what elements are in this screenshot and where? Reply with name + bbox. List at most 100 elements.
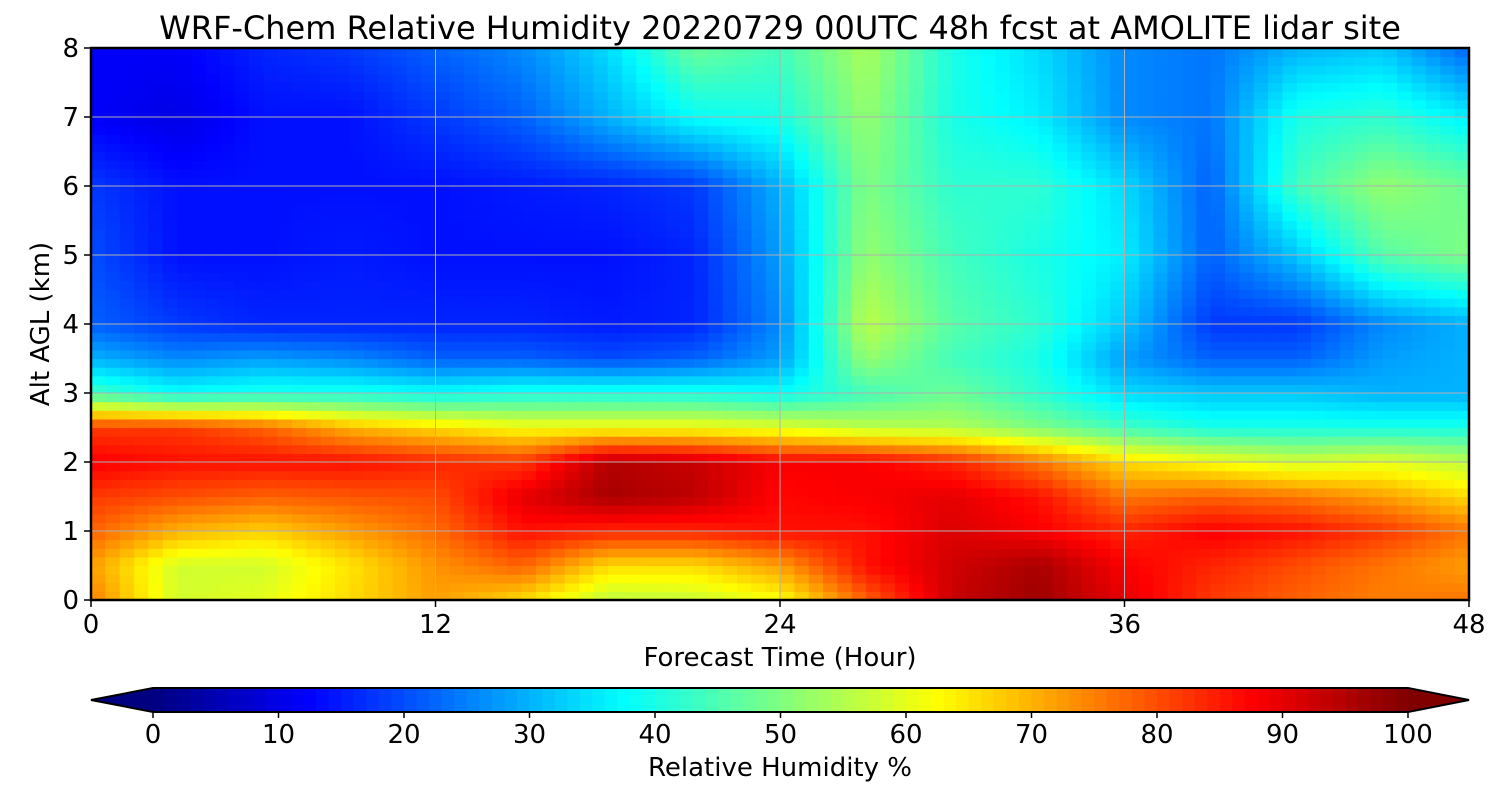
rh-cell bbox=[765, 591, 781, 600]
rh-cell bbox=[679, 444, 695, 454]
rh-cell bbox=[808, 462, 824, 472]
rh-cell bbox=[507, 315, 523, 325]
rh-cell bbox=[1296, 280, 1312, 291]
rh-cell bbox=[650, 479, 666, 489]
rh-cell bbox=[1210, 349, 1226, 360]
rh-cell bbox=[579, 358, 594, 368]
rh-cell bbox=[392, 263, 408, 273]
rh-cell bbox=[966, 591, 982, 600]
rh-cell bbox=[808, 306, 824, 316]
rh-cell bbox=[363, 531, 379, 541]
rh-cell bbox=[507, 401, 523, 411]
rh-cell bbox=[1454, 177, 1469, 187]
rh-cell bbox=[521, 280, 537, 291]
rh-cell bbox=[579, 211, 594, 222]
rh-cell bbox=[1397, 324, 1413, 334]
rh-cell bbox=[564, 487, 580, 498]
rh-cell bbox=[693, 289, 709, 299]
rh-cell bbox=[1411, 418, 1427, 429]
rh-cell bbox=[1024, 177, 1039, 187]
rh-cell bbox=[191, 324, 207, 334]
rh-cell bbox=[966, 324, 982, 334]
rh-cell bbox=[1311, 565, 1327, 575]
rh-cell bbox=[794, 453, 810, 463]
rh-cell bbox=[665, 255, 681, 265]
rh-cell bbox=[435, 168, 451, 178]
rh-cell bbox=[291, 349, 307, 360]
rh-cell bbox=[751, 220, 767, 230]
rh-cell bbox=[277, 211, 293, 222]
rh-cell bbox=[1296, 298, 1312, 308]
rh-cell bbox=[1052, 341, 1068, 351]
rh-cell bbox=[894, 393, 910, 403]
rh-cell bbox=[162, 531, 178, 541]
rh-cell bbox=[980, 203, 996, 213]
rh-cell bbox=[1067, 470, 1083, 480]
rh-cell bbox=[1181, 177, 1197, 187]
rh-cell bbox=[751, 496, 767, 506]
rh-cell bbox=[980, 384, 996, 394]
rh-cell bbox=[335, 229, 350, 239]
rh-cell bbox=[1425, 565, 1441, 575]
rh-cell bbox=[91, 306, 106, 316]
rh-cell bbox=[550, 315, 566, 325]
rh-cell bbox=[736, 298, 752, 308]
rh-cell bbox=[1454, 341, 1469, 351]
rh-cell bbox=[406, 324, 422, 334]
rh-cell bbox=[1138, 237, 1154, 247]
rh-cell bbox=[1009, 367, 1025, 377]
rh-cell bbox=[320, 160, 336, 170]
rh-cell bbox=[392, 289, 408, 299]
rh-cell bbox=[349, 358, 365, 368]
rh-cell bbox=[306, 298, 322, 308]
rh-cell bbox=[851, 237, 867, 247]
rh-cell bbox=[1095, 177, 1111, 187]
rh-cell bbox=[1210, 272, 1226, 282]
rh-cell bbox=[119, 349, 135, 360]
rh-cell bbox=[119, 229, 135, 239]
rh-cell bbox=[248, 315, 264, 325]
rh-cell bbox=[622, 280, 638, 291]
rh-cell bbox=[1067, 531, 1083, 541]
rh-cell bbox=[1110, 462, 1126, 472]
rh-cell bbox=[1196, 496, 1212, 506]
rh-cell bbox=[679, 246, 695, 256]
rh-cell bbox=[650, 341, 666, 351]
rh-cell bbox=[808, 194, 824, 204]
rh-cell bbox=[1067, 479, 1083, 489]
rh-cell bbox=[1024, 505, 1039, 515]
rh-cell bbox=[550, 186, 566, 196]
rh-cell bbox=[909, 384, 925, 394]
rh-cell bbox=[679, 367, 695, 377]
rh-cell bbox=[636, 186, 652, 196]
rh-cell bbox=[291, 203, 307, 213]
rh-cell bbox=[220, 349, 236, 360]
rh-cell bbox=[1296, 160, 1312, 170]
rh-cell bbox=[1354, 393, 1370, 403]
rh-cell bbox=[722, 556, 738, 567]
rh-cell bbox=[306, 168, 322, 178]
rh-cell bbox=[1095, 531, 1111, 541]
rh-cell bbox=[378, 255, 394, 265]
rh-cell bbox=[780, 384, 795, 394]
rh-cell bbox=[91, 444, 106, 454]
rh-cell bbox=[1253, 237, 1269, 247]
rh-cell bbox=[1354, 384, 1370, 394]
rh-cell bbox=[263, 272, 279, 282]
rh-cell bbox=[1454, 160, 1469, 170]
rh-cell bbox=[507, 470, 523, 480]
rh-cell bbox=[937, 401, 953, 411]
rh-cell bbox=[1268, 358, 1283, 368]
rh-cell bbox=[205, 574, 221, 584]
rh-cell bbox=[794, 160, 810, 170]
rh-cell bbox=[363, 203, 379, 213]
rh-cell bbox=[421, 418, 437, 429]
rh-cell bbox=[909, 315, 925, 325]
rh-cell bbox=[263, 470, 279, 480]
rh-cell bbox=[535, 177, 551, 187]
rh-cell bbox=[894, 246, 910, 256]
rh-cell bbox=[1224, 306, 1240, 316]
rh-cell bbox=[1368, 487, 1384, 498]
rh-cell bbox=[564, 255, 580, 265]
rh-cell bbox=[952, 487, 968, 498]
